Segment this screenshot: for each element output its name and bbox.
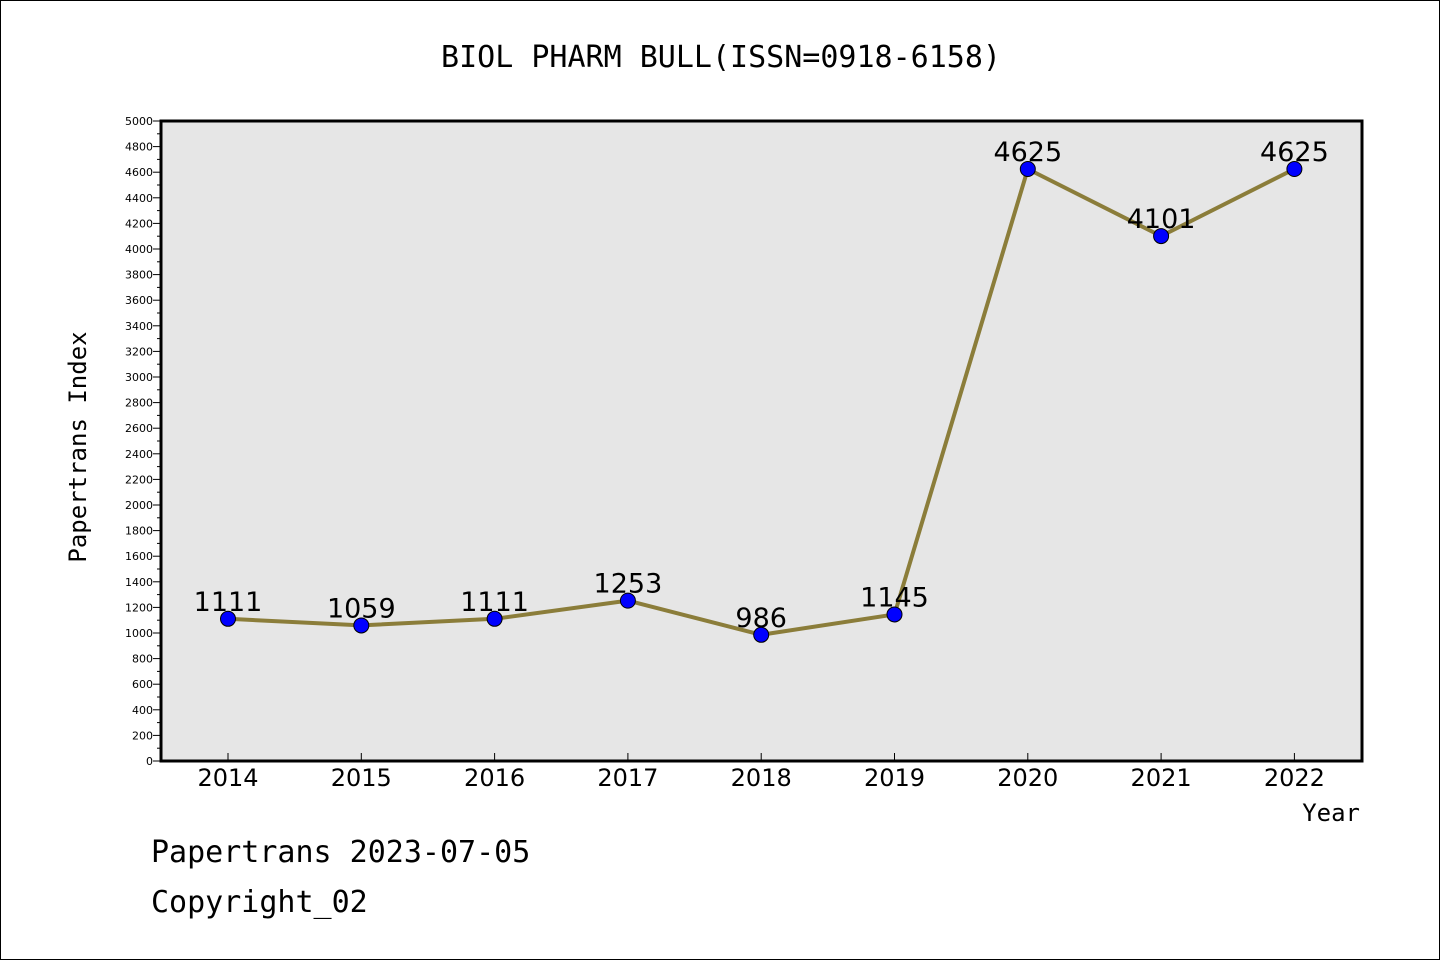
data-label: 1111	[194, 587, 263, 618]
chart-title: BIOL PHARM BULL(ISSN=0918-6158)	[441, 40, 1001, 75]
y-tick-label: 4800	[125, 141, 153, 154]
data-point	[353, 617, 370, 634]
y-tick-label: 400	[132, 704, 153, 717]
y-tick-label: 1800	[125, 525, 153, 538]
x-tick-label: 2022	[1264, 764, 1325, 792]
y-axis: 0 200 400 600 800 1000 1200 1400 1600 1800 2000 220…	[125, 115, 161, 768]
y-tick-label: 4400	[125, 192, 153, 205]
x-axis-label: Year	[1302, 799, 1360, 827]
x-tick-label: 2015	[331, 764, 392, 792]
y-tick-label: 1600	[125, 550, 153, 563]
data-label: 1059	[327, 593, 396, 624]
y-tick-label: 3200	[125, 345, 153, 358]
series-group: 1111 1059 1111 1253 986 1145 4625 4101 4625	[194, 137, 1329, 643]
y-tick-label: 1400	[125, 576, 153, 589]
x-tick-label: 2016	[464, 764, 525, 792]
data-point	[619, 592, 636, 609]
y-axis-label: Papertrans Index	[64, 331, 92, 562]
y-tick-label: 5000	[125, 115, 153, 128]
data-point	[486, 610, 503, 627]
data-point	[753, 626, 770, 643]
y-tick-label: 200	[132, 729, 153, 742]
y-tick-label: 3000	[125, 371, 153, 384]
data-point	[220, 610, 236, 627]
data-point	[1153, 228, 1170, 245]
y-tick-label: 1000	[125, 627, 153, 640]
x-axis: 2014 2015 2016 2017 2018 2019 2020 2021 2022	[197, 753, 1325, 792]
y-tick-label: 4600	[125, 166, 153, 179]
y-tick-label: 4000	[125, 243, 153, 256]
data-label: 986	[735, 603, 787, 634]
footer-date: Papertrans 2023-07-05	[151, 835, 531, 870]
y-tick-label: 2600	[125, 422, 153, 435]
x-tick-label: 2021	[1131, 764, 1192, 792]
x-tick-label: 2020	[997, 764, 1058, 792]
y-tick-label: 2200	[125, 473, 153, 486]
y-tick-label: 600	[132, 678, 153, 691]
data-label: 4625	[993, 137, 1062, 168]
data-point	[1286, 161, 1303, 177]
y-tick-label: 3400	[125, 320, 153, 333]
y-tick-label: 2800	[125, 397, 153, 410]
data-label: 1253	[594, 569, 663, 600]
x-tick-label: 2017	[597, 764, 658, 792]
y-tick-label: 0	[146, 755, 153, 768]
data-label: 1111	[460, 587, 529, 618]
x-tick-label: 2018	[731, 764, 792, 792]
y-tick-label: 2400	[125, 448, 153, 461]
y-tick-label: 3800	[125, 269, 153, 282]
data-label: 4625	[1260, 137, 1329, 168]
plot-area	[159, 119, 1364, 763]
x-tick-label: 2019	[864, 764, 925, 792]
data-label: 4101	[1127, 204, 1196, 235]
data-label: 1145	[860, 582, 929, 613]
y-tick-label: 800	[132, 653, 153, 666]
footer-copyright: Copyright_02	[151, 885, 368, 920]
y-tick-label: 4200	[125, 217, 153, 230]
y-tick-label: 2000	[125, 499, 153, 512]
x-tick-label: 2014	[197, 764, 258, 792]
y-tick-label: 3600	[125, 294, 153, 307]
data-point	[886, 606, 903, 623]
y-tick-label: 1200	[125, 601, 153, 614]
data-point	[1019, 161, 1036, 177]
